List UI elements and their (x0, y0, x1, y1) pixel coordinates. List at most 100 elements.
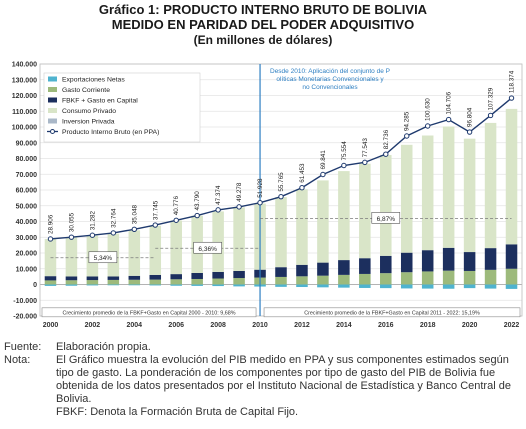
bar-2012 (296, 284, 308, 288)
x-tick-label: 2020 (462, 322, 478, 329)
bar-2014 (338, 284, 350, 288)
bar-2014 (338, 274, 350, 285)
bar-2013 (317, 180, 329, 263)
bar-2008 (212, 211, 224, 272)
note-text: El Gráfico muestra la evolución del PIB … (56, 354, 511, 405)
bar-2002 (86, 284, 99, 286)
gdp-value-label: 37.745 (152, 200, 159, 220)
bar-2012 (296, 189, 308, 265)
legend-swatch (48, 87, 57, 92)
bar-2011 (275, 284, 287, 287)
gdp-point (257, 200, 263, 206)
bar-2011 (275, 267, 287, 277)
gdp-value-label: 77.543 (362, 138, 369, 158)
gdp-point (173, 217, 179, 223)
bar-2011 (275, 276, 287, 285)
bar-2002 (86, 276, 99, 281)
bar-2009 (233, 278, 245, 285)
y-tick-label: -10.000 (13, 298, 37, 305)
bar-2001 (65, 276, 78, 281)
gdp-value-label: 31.282 (89, 210, 96, 230)
annotation-text: olíticas Monetarias Convencionales y (276, 76, 384, 83)
bar-2011 (275, 197, 287, 268)
bar-2017 (400, 252, 413, 273)
chart-notes: Fuente: Elaboración propia. Nota: El Gráfi… (4, 341, 524, 419)
bar-2012 (296, 264, 308, 277)
bar-2004 (128, 275, 141, 280)
bar-2008 (212, 284, 224, 287)
bar-2016 (380, 273, 392, 285)
bar-2006 (170, 220, 182, 275)
x-tick-label: 2000 (43, 322, 59, 329)
gdp-point (383, 151, 389, 157)
y-tick-label: 80.000 (16, 156, 38, 163)
period-box (41, 307, 257, 318)
gdp-value-label: 94.285 (404, 111, 411, 131)
bar-2021 (484, 122, 497, 249)
note-label: Nota: (4, 354, 31, 366)
bar-2019 (442, 126, 455, 248)
bar-2007 (191, 284, 203, 286)
bar-2014 (338, 260, 350, 275)
bar-2009 (233, 207, 245, 271)
bar-2020 (463, 138, 476, 253)
bar-2002 (86, 280, 99, 285)
gdp-value-label: 118.374 (509, 70, 516, 93)
source-text: Elaboración propia. (56, 341, 151, 353)
bar-2006 (170, 279, 182, 285)
gdp-point (445, 116, 452, 123)
gdp-point (68, 234, 75, 240)
gdp-point (194, 212, 200, 219)
y-tick-label: 90.000 (16, 140, 38, 147)
bar-2014 (338, 171, 350, 261)
x-tick-label: 2002 (85, 322, 101, 329)
bar-2015 (359, 273, 371, 285)
gdp-value-label: 69.841 (320, 150, 327, 170)
period-box (263, 307, 521, 318)
gdp-point (278, 193, 284, 200)
bar-2005 (149, 284, 162, 286)
bar-2005 (149, 225, 162, 275)
gdp-point (89, 232, 96, 238)
bar-2016 (380, 255, 392, 274)
gdp-point (362, 159, 368, 166)
legend-label: Exportaciones Netas (62, 77, 125, 84)
gdp-value-label: 28.906 (47, 214, 54, 234)
y-tick-label: 120.000 (12, 93, 37, 100)
gdp-value-label: 55.765 (278, 172, 285, 192)
bar-2003 (107, 284, 120, 286)
gdp-point (47, 236, 54, 242)
average-box (371, 212, 401, 224)
bar-2006 (170, 274, 182, 280)
bar-2008 (212, 278, 224, 285)
gdp-point (487, 112, 494, 119)
fbkf-note: FBKF: Denota la Formación Bruta de Capit… (56, 406, 299, 418)
bar-2021 (484, 269, 497, 285)
gdp-value-label: 35.048 (131, 205, 138, 225)
gdp-value-label: 51.928 (257, 178, 264, 198)
bar-2013 (317, 275, 329, 285)
gdp-value-label: 75.554 (341, 141, 348, 161)
bar-2001 (65, 280, 78, 285)
bar-2016 (380, 284, 392, 289)
gdp-value-label: 104.706 (446, 91, 453, 114)
bar-2019 (442, 247, 455, 271)
legend-label: FBKF + Gasto en Capital (62, 98, 138, 105)
bar-2022 (505, 244, 518, 269)
gdp-point (152, 222, 158, 228)
average-label: 6,36% (198, 246, 217, 253)
gdp-point (110, 230, 117, 236)
y-tick-label: 60.000 (16, 188, 38, 195)
period-box-label: Crecimiento promedio de la FBKF+Gasto en… (304, 310, 480, 316)
period-box-label: Crecimiento promedio de la FBKF+Gasto en… (62, 310, 235, 316)
bar-2008 (212, 271, 224, 279)
x-tick-label: 2004 (127, 322, 143, 329)
y-tick-label: 100.000 (12, 125, 37, 132)
bar-2015 (359, 284, 371, 288)
bar-2019 (442, 284, 455, 289)
bar-2016 (380, 155, 392, 256)
y-tick-label: -20.000 (13, 314, 37, 321)
legend-label: Producto Interno Bruto (en PPA) (62, 129, 159, 136)
bar-2019 (442, 270, 455, 285)
x-tick-label: 2018 (420, 322, 436, 329)
